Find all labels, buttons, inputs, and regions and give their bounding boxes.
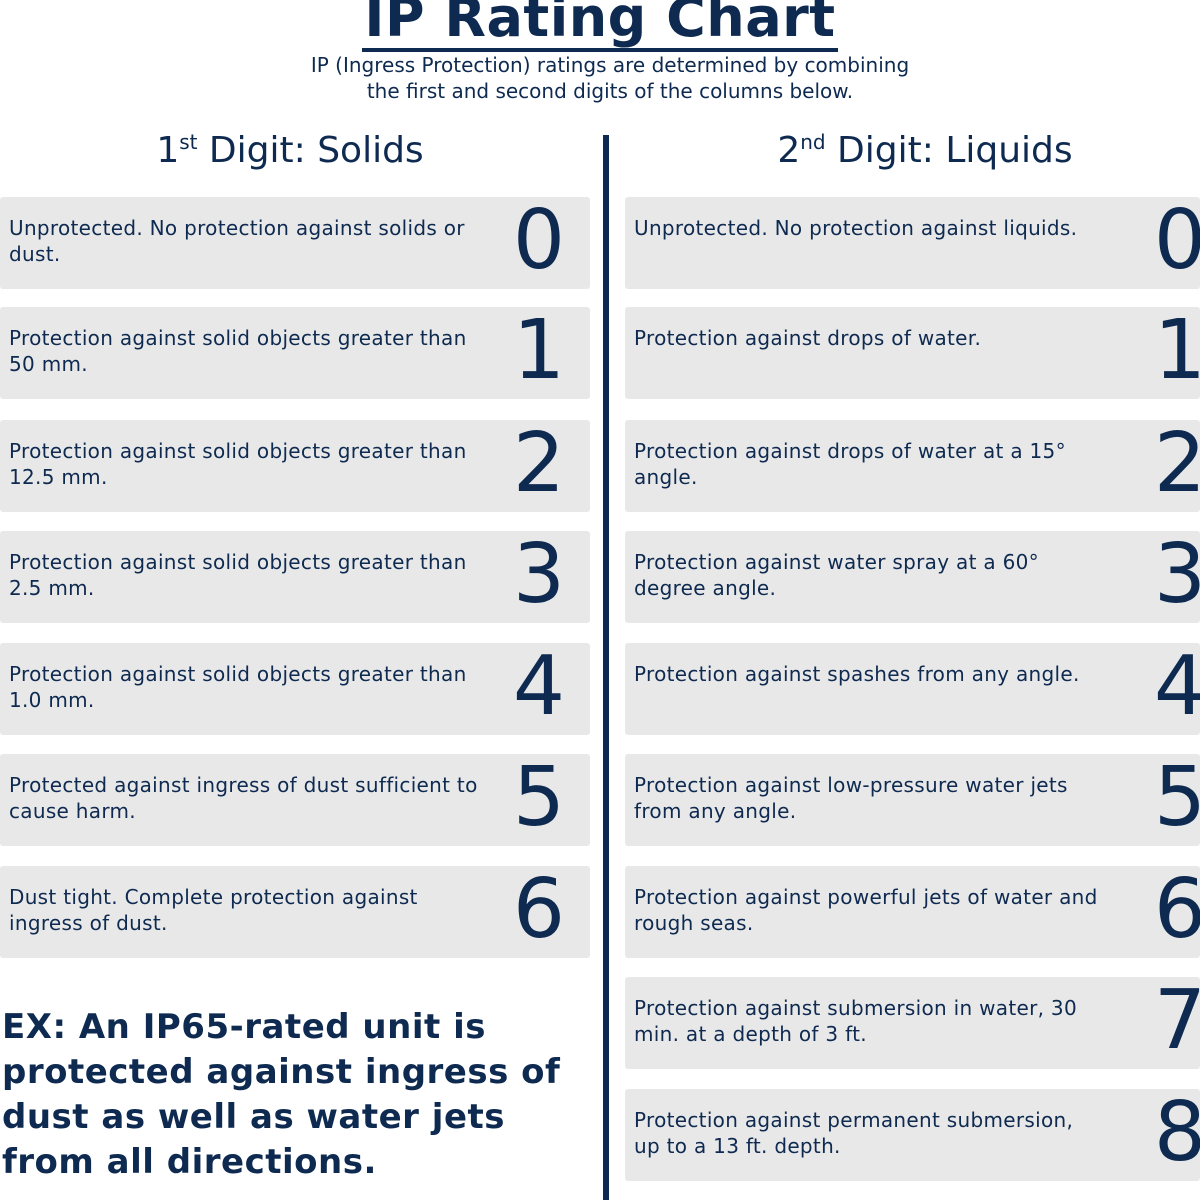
row-digit: 2 bbox=[1153, 416, 1200, 511]
row-description: Protection against solid objects greater… bbox=[9, 550, 467, 600]
liquids-row-4: Protection against spashes from any angl… bbox=[625, 639, 1200, 735]
liquids-row-6: Protection against powerful jets of wate… bbox=[625, 862, 1200, 958]
subtitle: IP (Ingress Protection) ratings are dete… bbox=[150, 52, 1070, 104]
row-description: Unprotected. No protection against liqui… bbox=[634, 216, 1078, 240]
row-digit: 4 bbox=[1153, 639, 1200, 734]
row-description: Protection against submersion in water, … bbox=[634, 996, 1077, 1046]
row-digit: 0 bbox=[1153, 193, 1200, 288]
row-digit: 3 bbox=[1153, 527, 1200, 622]
row-description: Protection against drops of water at a 1… bbox=[634, 439, 1066, 489]
row-description: Protection against low-pressure water je… bbox=[634, 773, 1068, 823]
page-title: IP Rating Chart bbox=[0, 0, 1200, 52]
liquids-row-2: Protection against drops of water at a 1… bbox=[625, 416, 1200, 512]
liquids-heading: 2nd Digit: Liquids bbox=[620, 130, 1200, 171]
solids-row-6: Dust tight. Complete protection against … bbox=[0, 862, 590, 958]
row-digit: 4 bbox=[512, 639, 565, 734]
liquids-row-5: Protection against low-pressure water je… bbox=[625, 750, 1200, 846]
solids-heading: 1st Digit: Solids bbox=[0, 130, 580, 171]
liquids-row-1: Protection against drops of water. 1 bbox=[625, 303, 1200, 399]
liquids-row-3: Protection against water spray at a 60° … bbox=[625, 527, 1200, 623]
solids-row-5: Protected against ingress of dust suffic… bbox=[0, 750, 590, 846]
solids-row-4: Protection against solid objects greater… bbox=[0, 639, 590, 735]
liquids-row-8: Protection against permanent submersion,… bbox=[625, 1085, 1200, 1181]
row-digit: 2 bbox=[512, 416, 565, 511]
row-description: Protection against spashes from any angl… bbox=[634, 662, 1080, 686]
example-text: EX: An IP65-rated unit is protected agai… bbox=[2, 1007, 561, 1182]
liquids-row-7: Protection against submersion in water, … bbox=[625, 973, 1200, 1069]
row-description: Protected against ingress of dust suffic… bbox=[9, 773, 478, 823]
row-digit: 0 bbox=[512, 193, 565, 288]
row-digit: 7 bbox=[1153, 973, 1200, 1068]
row-description: Protection against solid objects greater… bbox=[9, 439, 467, 489]
row-digit: 3 bbox=[512, 527, 565, 622]
row-digit: 1 bbox=[1153, 303, 1200, 398]
heading-num: 2 bbox=[777, 130, 801, 171]
solids-row-3: Protection against solid objects greater… bbox=[0, 527, 590, 623]
row-digit: 8 bbox=[1153, 1085, 1200, 1180]
solids-row-0: Unprotected. No protection against solid… bbox=[0, 193, 590, 289]
row-description: Unprotected. No protection against solid… bbox=[9, 216, 465, 266]
column-divider bbox=[603, 135, 609, 1200]
solids-row-1: Protection against solid objects greater… bbox=[0, 303, 590, 399]
heading-num: 1 bbox=[156, 130, 180, 171]
row-digit: 5 bbox=[1153, 750, 1200, 845]
row-description: Protection against water spray at a 60° … bbox=[634, 550, 1039, 600]
row-description: Protection against solid objects greater… bbox=[9, 326, 467, 376]
row-description: Dust tight. Complete protection against … bbox=[9, 885, 418, 935]
row-digit: 5 bbox=[512, 750, 565, 845]
row-description: Protection against solid objects greater… bbox=[9, 662, 467, 712]
row-description: Protection against drops of water. bbox=[634, 326, 982, 350]
subtitle-line: the first and second digits of the colum… bbox=[366, 79, 854, 103]
row-description: Protection against powerful jets of wate… bbox=[634, 885, 1098, 935]
row-digit: 6 bbox=[1153, 862, 1200, 957]
title-text: IP Rating Chart bbox=[362, 0, 838, 52]
row-description: Protection against permanent submersion,… bbox=[634, 1108, 1074, 1158]
heading-text: Digit: Solids bbox=[197, 130, 424, 171]
row-digit: 1 bbox=[512, 303, 565, 398]
heading-text: Digit: Liquids bbox=[825, 130, 1073, 171]
subtitle-line: IP (Ingress Protection) ratings are dete… bbox=[310, 53, 910, 77]
solids-row-2: Protection against solid objects greater… bbox=[0, 416, 590, 512]
heading-sup: nd bbox=[800, 130, 826, 154]
row-digit: 6 bbox=[512, 862, 565, 957]
liquids-row-0: Unprotected. No protection against liqui… bbox=[625, 193, 1200, 289]
heading-sup: st bbox=[179, 130, 198, 154]
